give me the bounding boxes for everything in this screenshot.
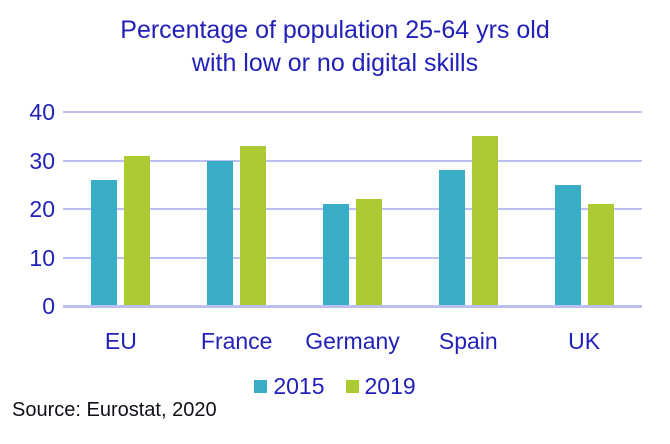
x-axis-label-spain: Spain [438, 328, 498, 354]
bar-2015-uk [554, 184, 581, 306]
gridline-0 [63, 305, 642, 308]
bar-2019-france [240, 145, 267, 306]
legend-item-2015: 2015 [254, 373, 325, 400]
x-axis-label-france: France [200, 328, 273, 354]
y-tick-label-0: 0 [42, 293, 55, 319]
bar-2015-france [207, 160, 234, 306]
y-tick-label-10: 10 [29, 244, 55, 271]
bar-2019-eu [124, 155, 151, 306]
gridline-30 [63, 159, 642, 162]
source-note: Source: Eurostat, 2020 [12, 399, 217, 421]
bar-2019-uk [587, 204, 614, 306]
y-tick-label-20: 20 [29, 196, 55, 222]
gridline-10 [63, 256, 642, 259]
x-axis-label-eu: EU [104, 328, 137, 354]
bar-2015-spain [438, 170, 465, 306]
y-tick-label-30: 30 [29, 147, 55, 174]
bar-2019-spain [471, 136, 498, 306]
legend-swatch-2015 [254, 380, 268, 393]
bar-2015-eu [91, 179, 118, 306]
legend: 2015 2019 [0, 373, 670, 400]
y-tick-label-40: 40 [29, 99, 55, 125]
bar-2019-germany [356, 199, 382, 306]
legend-swatch-2019 [345, 380, 359, 393]
legend-label-2019: 2019 [364, 373, 416, 399]
legend-label-2015: 2015 [273, 373, 325, 399]
gridline-20 [63, 208, 642, 210]
x-axis-label-uk: UK [568, 328, 601, 354]
bar-2015-germany [323, 204, 349, 306]
gridline-40 [63, 111, 642, 113]
chart-title: Percentage of population 25-64 yrs old w… [120, 16, 550, 77]
x-axis-label-germany: Germany [305, 328, 400, 354]
legend-item-2019: 2019 [345, 373, 416, 400]
